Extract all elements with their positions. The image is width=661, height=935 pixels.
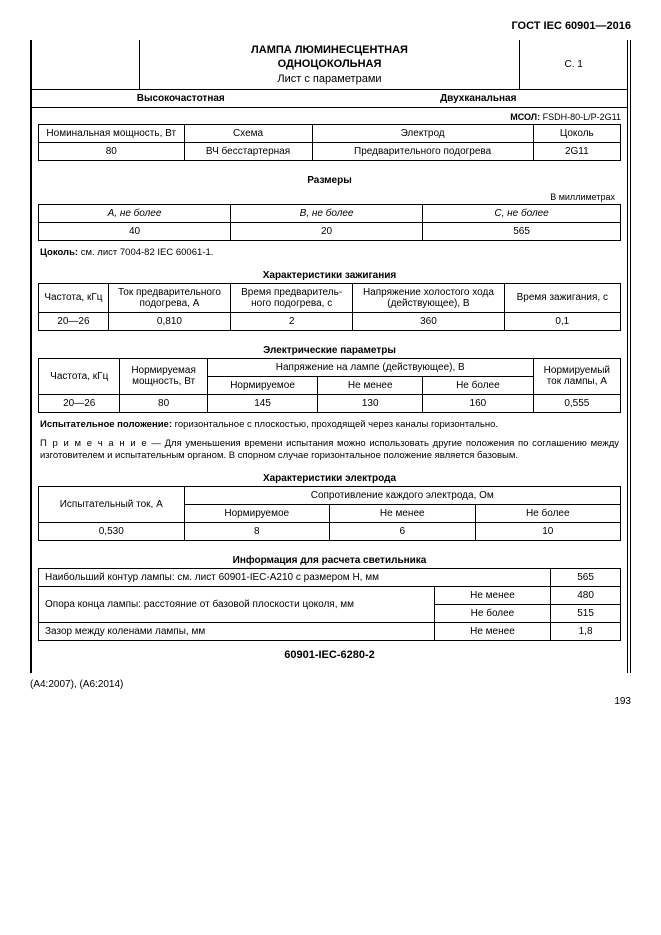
th-power: Номинальная мощность, Вт: [39, 124, 185, 142]
mcol-label: МСОЛ:: [510, 112, 540, 122]
elec-v-max: 160: [423, 394, 534, 412]
th-electrode: Электрод: [312, 124, 533, 142]
note: П р и м е ч а н и е — Для уменьшения вре…: [40, 438, 619, 464]
pos-label: Испытательное положение:: [40, 419, 172, 430]
ign-v-volt: 360: [353, 312, 504, 330]
ign-h-volt: Напряжение холостого хода (действующее),…: [353, 283, 504, 312]
mcol: МСОЛ: FSDH-80-L/P-2G11: [32, 112, 621, 122]
td-b: 20: [231, 222, 423, 240]
ign-v-freq: 20—26: [39, 312, 109, 330]
cap-note: Цоколь: см. лист 7004-82 IEC 60061-1.: [40, 247, 619, 260]
elec-v-cur: 0,555: [533, 394, 620, 412]
elch-h-res: Сопротивление каждого электрода, Ом: [184, 487, 621, 505]
elec-v-freq: 20—26: [39, 394, 120, 412]
td-cap: 2G11: [533, 142, 620, 160]
lum-r1-label: Наибольший контур лампы: см. лист 60901-…: [39, 569, 551, 587]
lum-r1-val: 565: [551, 569, 621, 587]
elec-v-min: 130: [318, 394, 423, 412]
title-cell: ЛАМПА ЛЮМИНЕСЦЕНТНАЯ ОДНОЦОКОЛЬНАЯ Лист …: [139, 40, 520, 89]
elch-h-min: Не менее: [330, 505, 476, 523]
th-c: C, не более: [423, 204, 621, 222]
ign-h-time: Время предваритель­ного подогрева, с: [231, 283, 353, 312]
page-c1: С. 1: [520, 40, 627, 89]
elec-h-cur: Нормируемый ток лампы, А: [533, 358, 620, 394]
elch-v-cur: 0,530: [39, 523, 185, 541]
th-b: B, не более: [231, 204, 423, 222]
elec-table: Частота, кГц Нормируемая мощность, Вт На…: [38, 358, 621, 413]
dual-label: Двухканальная: [330, 90, 628, 107]
elch-table: Испытательный ток, А Сопротивление каждо…: [38, 486, 621, 541]
note-label: П р и м е ч а н и е: [40, 438, 148, 449]
lum-r2-minl: Не менее: [434, 587, 550, 605]
dim-title: Размеры: [38, 171, 621, 188]
ign-v-cur: 0,810: [108, 312, 230, 330]
ign-table: Частота, кГц Ток предваритель­ного подог…: [38, 283, 621, 331]
lum-r3-label: Зазор между коленами лампы, мм: [39, 623, 435, 641]
hf-label: Высокочастотная: [32, 90, 330, 107]
elec-title: Электрические параметры: [38, 341, 621, 358]
elec-v-pow: 80: [120, 394, 207, 412]
elch-h-cur: Испытательный ток, А: [39, 487, 185, 523]
basic-table: Номинальная мощность, Вт Схема Электрод …: [38, 124, 621, 161]
elec-h-volt: Напряжение на лампе (действующее), В: [207, 358, 533, 376]
ign-v-time: 2: [231, 312, 353, 330]
th-cap: Цоколь: [533, 124, 620, 142]
td-a: 40: [39, 222, 231, 240]
elec-h-min: Не менее: [318, 376, 423, 394]
elec-v-norm: 145: [207, 394, 318, 412]
ign-title: Характеристики зажигания: [38, 266, 621, 283]
elec-h-norm: Нормируемое: [207, 376, 318, 394]
dim-unit: В миллиметрах: [38, 192, 615, 202]
elch-title: Характеристики электрода: [38, 469, 621, 486]
subtitle: Лист с параметрами: [144, 72, 516, 86]
td-scheme: ВЧ бесстартерная: [184, 142, 312, 160]
mcol-value: FSDH-80-L/P-2G11: [543, 112, 621, 122]
elec-h-max: Не более: [423, 376, 534, 394]
lum-table: Наибольший контур лампы: см. лист 60901-…: [38, 568, 621, 641]
lum-r3-val: 1,8: [551, 623, 621, 641]
elch-v-min: 6: [330, 523, 476, 541]
page-number: 193: [30, 696, 631, 707]
standard-label: ГОСТ IEC 60901—2016: [30, 20, 631, 32]
footer-code: 60901-IEC-6280-2: [32, 641, 627, 673]
pos-text: горизонтальное с плоскостью, проходящей …: [175, 419, 498, 430]
ign-v-ignt: 0,1: [504, 312, 620, 330]
ign-h-freq: Частота, кГц: [39, 283, 109, 312]
ign-h-ignt: Время зажигания, с: [504, 283, 620, 312]
elec-h-freq: Частота, кГц: [39, 358, 120, 394]
test-position: Испытательное положение: горизонтальное …: [40, 419, 619, 432]
capnote-label: Цоколь:: [40, 247, 78, 258]
th-scheme: Схема: [184, 124, 312, 142]
ign-h-cur: Ток предваритель­ного подогрева, А: [108, 283, 230, 312]
elec-h-pow: Нормируемая мощность, Вт: [120, 358, 207, 394]
dim-table: A, не более B, не более C, не более 40 2…: [38, 204, 621, 241]
header-table: ЛАМПА ЛЮМИНЕСЦЕНТНАЯ ОДНОЦОКОЛЬНАЯ Лист …: [32, 40, 627, 108]
elch-h-max: Не более: [475, 505, 621, 523]
elch-v-norm: 8: [184, 523, 330, 541]
td-power: 80: [39, 142, 185, 160]
elch-h-norm: Нормируемое: [184, 505, 330, 523]
th-a: A, не более: [39, 204, 231, 222]
title-line-1: ЛАМПА ЛЮМИНЕСЦЕНТНАЯ: [144, 43, 516, 57]
elch-v-max: 10: [475, 523, 621, 541]
td-electrode: Предварительного подогрева: [312, 142, 533, 160]
lum-r3-minl: Не менее: [434, 623, 550, 641]
lum-r2-label: Опора конца лампы: расстояние от базовой…: [39, 587, 435, 623]
lum-r2-maxv: 515: [551, 605, 621, 623]
td-c: 565: [423, 222, 621, 240]
lum-title: Информация для расчета светильника: [38, 551, 621, 568]
capnote-text: см. лист 7004-82 IEC 60061-1.: [81, 247, 214, 258]
lum-r2-minv: 480: [551, 587, 621, 605]
title-line-2: ОДНОЦОКОЛЬНАЯ: [144, 57, 516, 71]
frame: ЛАМПА ЛЮМИНЕСЦЕНТНАЯ ОДНОЦОКОЛЬНАЯ Лист …: [30, 40, 631, 673]
revisions: (A4:2007), (A6:2014): [30, 679, 631, 690]
lum-r2-maxl: Не более: [434, 605, 550, 623]
